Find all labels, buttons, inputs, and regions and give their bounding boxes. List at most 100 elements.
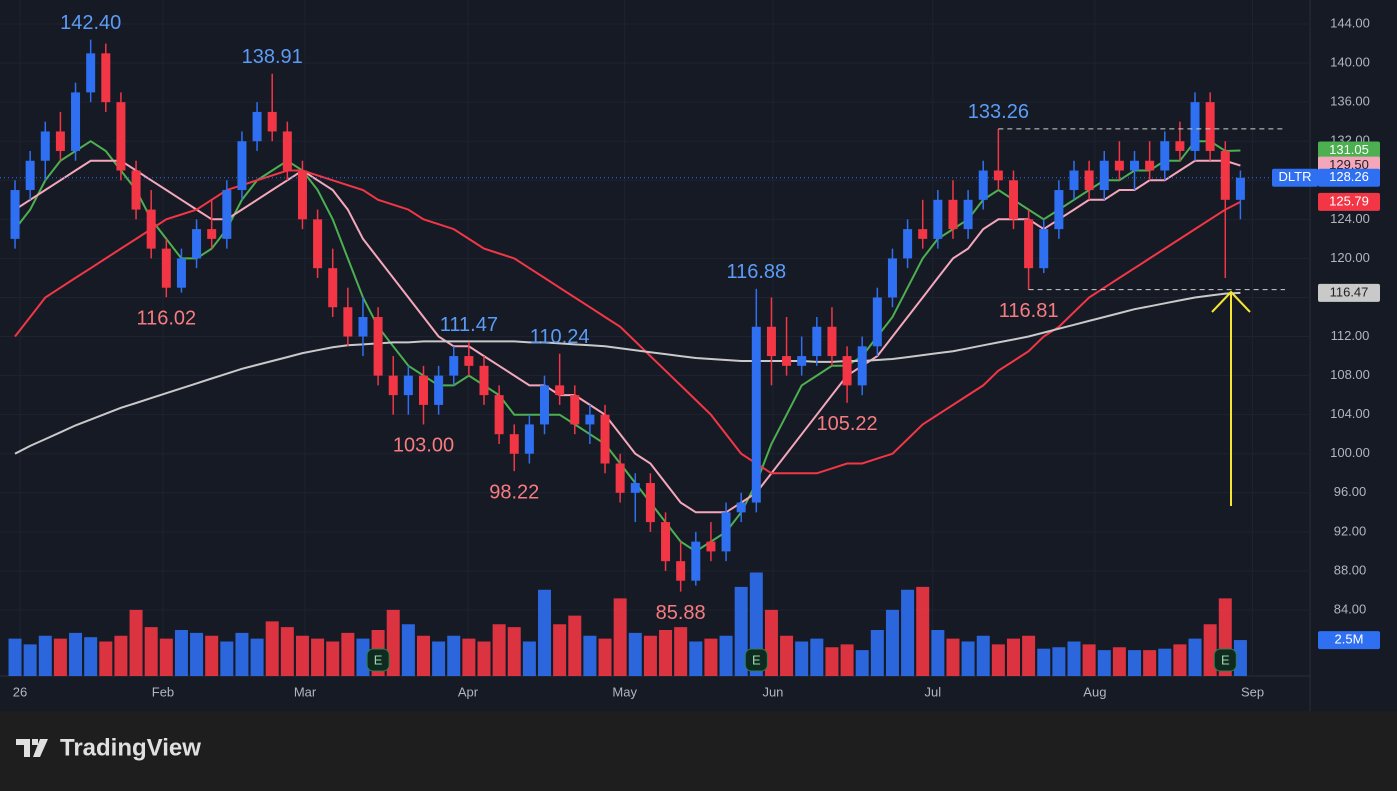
volume-bar: [159, 638, 173, 676]
y-tick-label: 112.00: [1331, 328, 1370, 343]
volume-bar: [1143, 650, 1157, 676]
earnings-badge: [744, 648, 768, 672]
candle-body: [661, 522, 671, 562]
volume-bar: [538, 589, 552, 676]
volume-tag: [1318, 631, 1380, 650]
volume-bar: [250, 638, 264, 676]
extreme-label: 133.26: [968, 101, 1029, 123]
volume-bar: [1203, 624, 1217, 676]
candle-body: [1160, 141, 1170, 171]
candle-body: [373, 317, 383, 376]
moving-average: [14, 140, 1241, 553]
volume-bar: [1097, 650, 1111, 676]
candle-body: [857, 346, 867, 386]
volume-bar: [1112, 647, 1126, 676]
volume-bar: [129, 609, 143, 676]
candle-body: [751, 326, 761, 503]
candle-body: [903, 229, 913, 259]
volume-bar: [341, 632, 355, 676]
extreme-label: 98.22: [489, 481, 539, 503]
volume-bar: [704, 638, 718, 676]
candle-body: [494, 395, 504, 435]
candle-body: [872, 297, 882, 347]
candle-body: [222, 190, 232, 239]
volume-bar: [1233, 640, 1247, 676]
candle-body: [1039, 229, 1049, 269]
volume-bar: [205, 635, 219, 676]
symbol-tag: [1272, 168, 1318, 187]
volume-bar: [764, 609, 778, 676]
volume-bar: [976, 635, 990, 676]
candle-body: [1024, 219, 1034, 269]
candle-body: [555, 385, 565, 396]
logo: TradingView: [16, 734, 201, 761]
candle-body: [116, 102, 126, 171]
volume-bar: [1022, 635, 1036, 676]
volume-bar: [855, 650, 869, 676]
candle-body: [71, 92, 81, 151]
volume-bar: [613, 598, 627, 676]
volume-bar: [416, 635, 430, 676]
y-tick-label: 84.00: [1334, 601, 1367, 616]
candle-body: [978, 170, 988, 200]
extreme-label: 110.24: [530, 326, 590, 348]
arrow-head: [1211, 290, 1251, 313]
price-tag-label: 128.26: [1329, 169, 1369, 184]
volume-bar: [825, 647, 839, 676]
candle-body: [1220, 150, 1230, 200]
volume-bar: [220, 641, 234, 676]
x-tick-label: Aug: [1083, 684, 1106, 699]
candle-body: [842, 356, 852, 386]
candle-body: [766, 326, 776, 357]
candle-body: [207, 229, 217, 239]
volume-bar: [447, 635, 461, 676]
earnings-badge: [1213, 648, 1237, 672]
plot: 26 Feb Mar Apr May Jun Jul Aug Sep E E E 142.40 116.0…: [0, 0, 1310, 699]
volume-bar: [780, 635, 794, 676]
extreme-label: 85.88: [656, 602, 706, 624]
volume-bar: [870, 630, 884, 676]
volume-bar: [810, 638, 824, 676]
y-tick-label: 96.00: [1334, 484, 1367, 499]
candle-body: [615, 463, 625, 493]
candle-body: [736, 502, 746, 513]
candle-body: [721, 512, 731, 552]
earnings-badge: [366, 648, 390, 672]
x-tick-label: May: [612, 684, 637, 699]
candle-body: [600, 414, 610, 464]
candle-body: [449, 356, 459, 376]
candle-body: [630, 483, 640, 493]
earnings-label: E: [1221, 652, 1230, 667]
candle-body: [101, 53, 111, 103]
candle-body: [827, 326, 837, 357]
volume-bar: [1037, 648, 1051, 676]
candle-body: [782, 356, 792, 366]
volume-bar: [1188, 638, 1202, 676]
y-tick-label: 104.00: [1330, 406, 1370, 421]
candle-body: [25, 160, 35, 191]
candle-body: [161, 248, 171, 288]
symbol-label: DLTR: [1279, 169, 1312, 184]
extreme-label: 116.02: [136, 308, 196, 330]
candle-body: [1084, 170, 1094, 191]
candle-body: [403, 375, 413, 396]
volume-bar: [946, 638, 960, 676]
price-tag: [1318, 141, 1380, 160]
volume-bar: [674, 627, 688, 676]
volume-bar: [295, 635, 309, 676]
candle-body: [1190, 102, 1200, 151]
candle-body: [570, 395, 580, 425]
candle-body: [282, 131, 292, 171]
volume-bar: [311, 638, 325, 676]
candle-body: [1175, 141, 1185, 151]
volume-bar: [144, 627, 158, 676]
candle-body: [479, 365, 489, 396]
price-tag: [1318, 168, 1380, 187]
candle-body: [237, 141, 247, 191]
volume-bar: [69, 632, 83, 676]
volume-bar: [689, 641, 703, 676]
y-tick-label: 100.00: [1330, 445, 1370, 460]
extreme-label: 103.00: [393, 435, 454, 457]
volume-bar: [1067, 641, 1081, 676]
x-tick-label: Mar: [294, 684, 317, 699]
